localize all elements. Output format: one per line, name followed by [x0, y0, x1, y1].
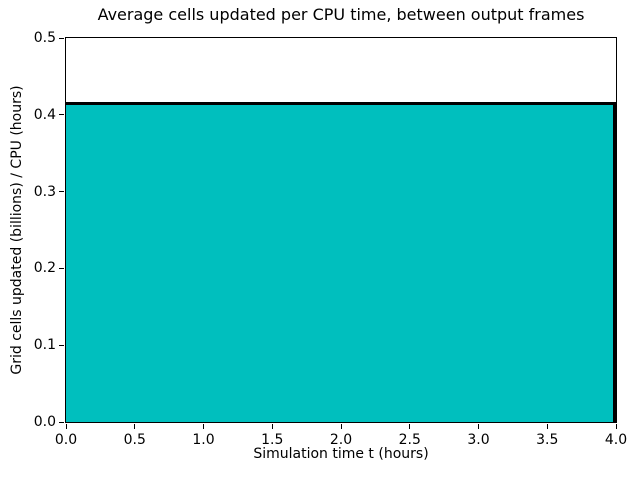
y-tick-label: 0.2 — [33, 260, 56, 277]
y-tick: 0.4 — [34, 107, 64, 123]
area-series — [66, 101, 616, 422]
plot-area: 0.5 0.4 0.3 0.2 0.1 0.0 0.0 0.5 1.0 1.5 … — [34, 30, 627, 448]
x-tick-label: 0.5 — [123, 432, 146, 448]
x-tick: 1.5 — [261, 424, 283, 448]
x-tick-label: 4.0 — [604, 432, 628, 448]
x-tick-label: 1.0 — [192, 432, 215, 448]
y-axis-label: Grid cells updated (billions) / CPU (hou… — [9, 85, 25, 375]
y-tick-label: 0.0 — [33, 414, 56, 430]
x-tick-label: 0.0 — [54, 432, 78, 448]
y-tick: 0.0 — [34, 414, 64, 430]
x-tick-label: 2.0 — [329, 432, 353, 448]
x-tick: 0.0 — [55, 424, 77, 448]
y-tick-label: 0.5 — [33, 30, 56, 46]
x-tick: 3.0 — [467, 424, 490, 448]
y-tick: 0.2 — [34, 260, 64, 276]
x-tick-label: 3.0 — [467, 432, 490, 448]
y-tick: 0.1 — [34, 337, 64, 353]
y-tick: 0.3 — [34, 184, 64, 200]
x-tick: 4.0 — [605, 424, 627, 448]
x-tick: 0.5 — [124, 424, 146, 448]
x-tick-label: 1.5 — [261, 432, 284, 448]
y-tick-label: 0.4 — [33, 106, 56, 123]
x-tick: 1.0 — [192, 424, 215, 448]
y-tick-label: 0.1 — [33, 337, 56, 354]
x-tick: 3.5 — [536, 424, 558, 448]
chart-title: Average cells updated per CPU time, betw… — [97, 5, 585, 24]
x-tick-label: 3.5 — [536, 432, 559, 448]
y-tick-label: 0.3 — [33, 183, 56, 200]
x-axis-label: Simulation time t (hours) — [253, 446, 429, 462]
x-tick: 2.5 — [399, 424, 421, 448]
x-tick: 2.0 — [330, 424, 352, 448]
x-tick-label: 2.5 — [398, 432, 421, 448]
y-tick: 0.5 — [34, 30, 64, 46]
